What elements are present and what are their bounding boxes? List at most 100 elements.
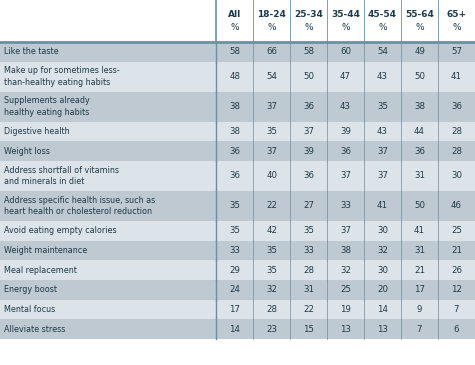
Bar <box>290 319 327 339</box>
Bar <box>0 122 216 141</box>
Bar <box>327 92 364 122</box>
Text: Meal replacement: Meal replacement <box>4 266 76 274</box>
Bar <box>327 62 364 92</box>
Text: 18-24: 18-24 <box>257 10 286 19</box>
Bar <box>401 241 438 260</box>
Text: 30: 30 <box>377 226 388 235</box>
Text: 20: 20 <box>377 285 388 294</box>
Text: 6: 6 <box>454 325 459 334</box>
Text: 57: 57 <box>451 47 462 56</box>
Text: 30: 30 <box>451 172 462 180</box>
Text: 37: 37 <box>340 226 351 235</box>
Text: 35-44: 35-44 <box>331 10 360 19</box>
Bar <box>253 92 290 122</box>
Text: 13: 13 <box>340 325 351 334</box>
Bar <box>253 241 290 260</box>
Bar <box>216 221 253 241</box>
Text: 50: 50 <box>303 72 314 81</box>
Text: 31: 31 <box>414 246 425 255</box>
Bar <box>290 300 327 319</box>
Bar <box>438 191 475 221</box>
Bar <box>216 280 253 300</box>
Bar <box>438 161 475 191</box>
Bar <box>327 141 364 161</box>
Bar <box>438 221 475 241</box>
Bar <box>253 319 290 339</box>
Text: 32: 32 <box>377 246 388 255</box>
Bar <box>253 0 290 42</box>
Text: 40: 40 <box>266 172 277 180</box>
Text: 41: 41 <box>451 72 462 81</box>
Bar <box>401 42 438 62</box>
Text: 31: 31 <box>303 285 314 294</box>
Text: 12: 12 <box>451 285 462 294</box>
Bar <box>0 221 216 241</box>
Text: Digestive health: Digestive health <box>4 127 69 136</box>
Bar <box>0 92 216 122</box>
Bar <box>438 0 475 42</box>
Bar <box>0 260 216 280</box>
Text: 25: 25 <box>451 226 462 235</box>
Text: 54: 54 <box>377 47 388 56</box>
Text: 41: 41 <box>377 201 388 210</box>
Bar <box>401 300 438 319</box>
Bar <box>290 62 327 92</box>
Text: 35: 35 <box>377 102 388 111</box>
Text: 45-54: 45-54 <box>368 10 397 19</box>
Text: 27: 27 <box>303 201 314 210</box>
Bar <box>0 0 216 42</box>
Bar <box>0 161 216 191</box>
Bar <box>401 191 438 221</box>
Text: 48: 48 <box>229 72 240 81</box>
Bar <box>327 221 364 241</box>
Text: 7: 7 <box>417 325 422 334</box>
Text: 36: 36 <box>414 147 425 155</box>
Text: 37: 37 <box>266 102 277 111</box>
Text: 42: 42 <box>266 226 277 235</box>
Bar <box>216 300 253 319</box>
Text: 36: 36 <box>229 172 240 180</box>
Text: 36: 36 <box>340 147 351 155</box>
Text: 19: 19 <box>340 305 351 314</box>
Bar <box>0 319 216 339</box>
Text: All: All <box>228 10 241 19</box>
Bar <box>364 241 401 260</box>
Text: 22: 22 <box>266 201 277 210</box>
Text: 38: 38 <box>414 102 425 111</box>
Text: %: % <box>415 23 424 32</box>
Text: 36: 36 <box>451 102 462 111</box>
Text: 36: 36 <box>229 147 240 155</box>
Text: 23: 23 <box>266 325 277 334</box>
Text: 37: 37 <box>377 147 388 155</box>
Bar <box>438 300 475 319</box>
Bar <box>401 161 438 191</box>
Bar <box>364 161 401 191</box>
Bar <box>253 260 290 280</box>
Text: 28: 28 <box>266 305 277 314</box>
Bar <box>253 221 290 241</box>
Text: %: % <box>341 23 350 32</box>
Text: 14: 14 <box>229 325 240 334</box>
Text: %: % <box>304 23 313 32</box>
Text: 35: 35 <box>229 201 240 210</box>
Bar <box>253 300 290 319</box>
Bar <box>364 0 401 42</box>
Text: 50: 50 <box>414 201 425 210</box>
Text: Mental focus: Mental focus <box>4 305 55 314</box>
Bar <box>364 191 401 221</box>
Text: %: % <box>230 23 239 32</box>
Bar <box>290 161 327 191</box>
Text: 49: 49 <box>414 47 425 56</box>
Bar <box>290 122 327 141</box>
Bar <box>290 0 327 42</box>
Bar <box>0 191 216 221</box>
Bar <box>290 280 327 300</box>
Bar <box>253 122 290 141</box>
Bar <box>364 319 401 339</box>
Bar <box>327 122 364 141</box>
Bar <box>364 280 401 300</box>
Text: 35: 35 <box>266 246 277 255</box>
Bar <box>253 42 290 62</box>
Bar <box>216 191 253 221</box>
Bar <box>401 319 438 339</box>
